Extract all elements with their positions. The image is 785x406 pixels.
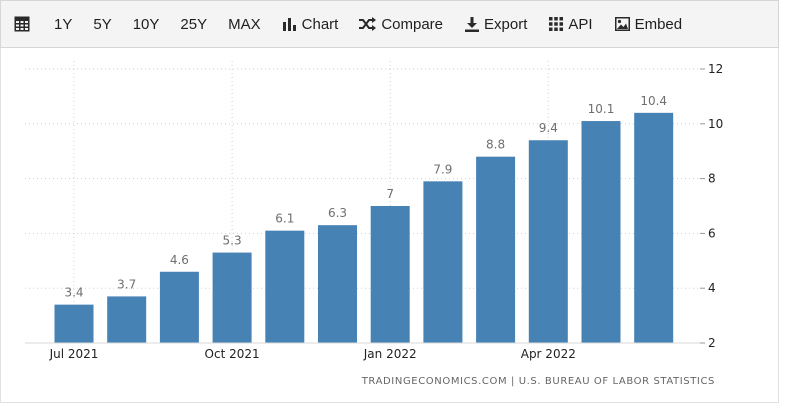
data-label: 6.3	[328, 206, 347, 220]
api-button[interactable]: API	[549, 1, 593, 47]
chart-type-button[interactable]: Chart	[282, 1, 339, 47]
data-label: 5.3	[223, 234, 242, 248]
data-label: 3.4	[64, 286, 83, 300]
x-tick-label: Jul 2021	[49, 347, 99, 361]
x-axis: Jul 2021 Oct 2021 Jan 2022 Apr 2022	[25, 342, 700, 361]
chart-label: Chart	[301, 15, 339, 33]
embed-label: Embed	[634, 15, 683, 33]
data-labels: 3.4 3.7 4.6 5.3 6.1 6.3 7 7.9 8.8 9.4 10.1 10.4	[64, 94, 667, 300]
source-agency: U.S. BUREAU OF LABOR STATISTICS	[518, 376, 715, 387]
data-label: 3.7	[117, 277, 136, 291]
y-tick-label: 10	[708, 117, 723, 131]
data-label: 7	[386, 187, 394, 201]
y-tick-label: 6	[708, 226, 716, 240]
range-max-button[interactable]: MAX	[228, 15, 261, 33]
bar[interactable]	[528, 140, 568, 343]
data-label: 10.1	[588, 102, 615, 116]
data-label: 4.6	[170, 253, 189, 267]
x-tick-label: Apr 2022	[521, 347, 576, 361]
y-axis: 2 4 6 8 10 12	[700, 62, 723, 350]
compare-label: Compare	[381, 15, 444, 33]
compare-button[interactable]: Compare	[359, 1, 443, 47]
source-separator: |	[510, 376, 515, 387]
bar[interactable]	[423, 181, 463, 343]
chart-toolbar: 1Y 5Y 10Y 25Y MAX Chart Compare	[0, 0, 779, 48]
bar[interactable]	[318, 225, 357, 343]
range-25y-button[interactable]: 25Y	[180, 15, 208, 33]
bar[interactable]	[265, 230, 305, 343]
source-site: TRADINGECONOMICS.COM	[361, 376, 508, 387]
range-5y-button[interactable]: 5Y	[93, 15, 112, 33]
data-label: 10.4	[640, 94, 667, 108]
y-tick-label: 2	[708, 336, 716, 350]
data-label: 6.1	[275, 212, 294, 226]
bar[interactable]	[159, 271, 199, 343]
bar[interactable]	[581, 121, 621, 343]
bar[interactable]	[476, 156, 516, 343]
range-1y-button[interactable]: 1Y	[54, 15, 73, 33]
range-10y-button[interactable]: 10Y	[132, 15, 160, 33]
y-tick-label: 8	[708, 172, 716, 186]
embed-button[interactable]: Embed	[614, 1, 683, 47]
source-credit: TRADINGECONOMICS.COM | U.S. BUREAU OF LA…	[0, 376, 715, 387]
y-tick-label: 4	[708, 281, 716, 295]
bar[interactable]	[370, 206, 410, 343]
data-label: 8.8	[486, 138, 505, 152]
bar-chart-icon	[282, 17, 297, 31]
bar[interactable]	[54, 304, 94, 343]
y-tick-label: 12	[708, 62, 723, 76]
bar[interactable]	[634, 112, 674, 343]
data-label: 7.9	[433, 162, 452, 176]
download-icon	[465, 16, 480, 32]
bar[interactable]	[107, 296, 147, 343]
x-tick-label: Jan 2022	[363, 347, 417, 361]
api-label: API	[568, 15, 593, 33]
data-label: 9.4	[539, 121, 558, 135]
export-button[interactable]: Export	[465, 1, 527, 47]
chart-panel	[0, 48, 779, 403]
export-label: Export	[484, 15, 528, 33]
shuffle-icon	[359, 17, 377, 31]
table-view-button[interactable]	[14, 1, 30, 47]
bars	[54, 112, 674, 343]
grid-icon	[549, 17, 564, 31]
bar[interactable]	[212, 252, 252, 343]
bar-chart: 3.4 3.7 4.6 5.3 6.1 6.3 7 7.9 8.8 9.4 10.1 10.4 2 4 6…	[25, 61, 723, 361]
table-icon	[14, 16, 30, 32]
x-tick-label: Oct 2021	[205, 347, 260, 361]
image-icon	[614, 17, 630, 31]
